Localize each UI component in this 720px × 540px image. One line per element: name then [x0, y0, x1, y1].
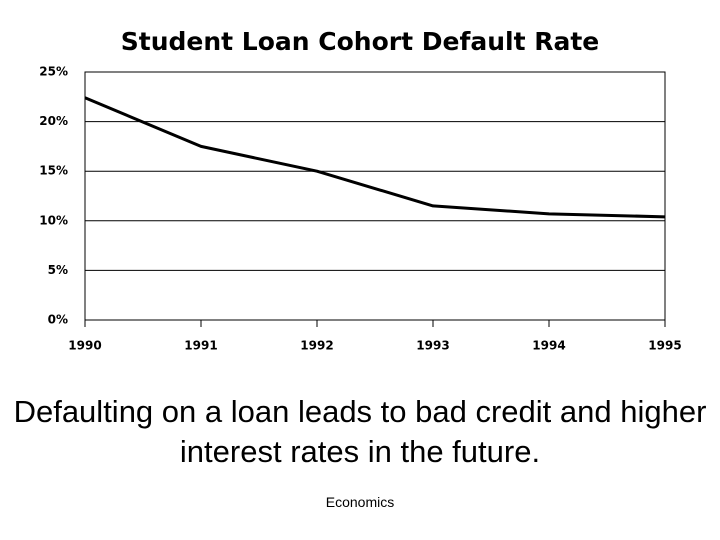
- y-tick-label: 0%: [48, 313, 68, 327]
- chart: Student Loan Cohort Default Rate 0% 5% 10%…: [39, 27, 681, 353]
- x-tick-label: 1994: [532, 339, 565, 353]
- x-tick-label: 1995: [648, 339, 681, 353]
- y-tick-label: 25%: [39, 65, 68, 79]
- x-tick-label: 1990: [68, 339, 101, 353]
- y-tick-label: 15%: [39, 164, 68, 178]
- x-tick-label: 1992: [300, 339, 333, 353]
- y-tick-label: 20%: [39, 114, 68, 128]
- x-tick-label: 1991: [184, 339, 217, 353]
- x-tick-label: 1993: [416, 339, 449, 353]
- y-tick-label: 5%: [48, 263, 68, 277]
- footer: Economics: [325, 494, 395, 510]
- y-tick-label: 10%: [39, 213, 68, 227]
- series-line: [84, 96, 666, 219]
- plot-frame: [84, 71, 666, 321]
- caption: Defaulting on a loan leads to bad credit…: [13, 394, 707, 469]
- chart-title: Student Loan Cohort Default Rate: [121, 27, 600, 56]
